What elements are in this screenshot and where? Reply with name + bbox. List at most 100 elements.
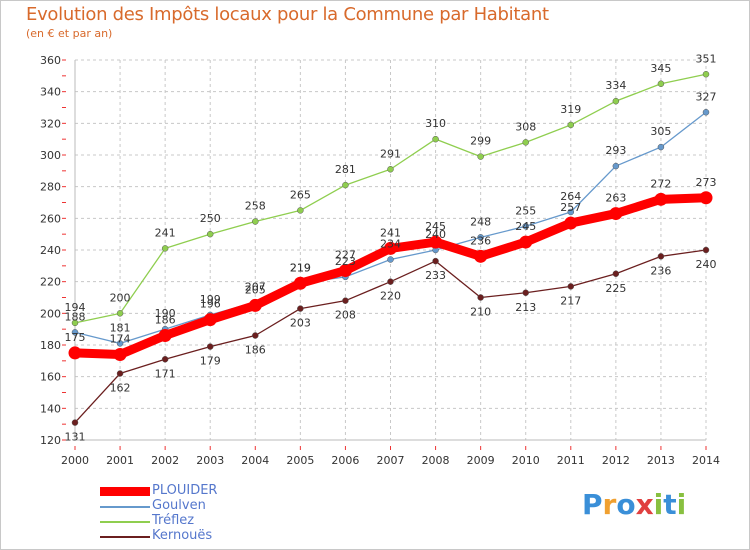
legend-swatch [100, 535, 150, 538]
data-point [612, 162, 620, 170]
data-label: 241 [380, 226, 401, 239]
data-point [432, 257, 439, 265]
chart-subtitle: (en € et par an) [26, 27, 113, 40]
data-point [609, 207, 623, 221]
data-label: 319 [560, 103, 581, 116]
data-point [161, 245, 169, 252]
data-point [477, 153, 484, 160]
data-label: 181 [110, 321, 131, 334]
brand-letter: t [663, 488, 677, 521]
legend-label: Tréflez [152, 513, 195, 528]
data-point [564, 216, 578, 230]
y-tick-label: 160 [40, 371, 61, 384]
legend-label: PLOUIDER [152, 483, 218, 498]
data-label: 281 [335, 163, 356, 176]
data-label: 299 [470, 135, 491, 148]
data-label: 213 [515, 301, 536, 314]
data-label: 220 [380, 290, 401, 303]
x-tick-label: 2000 [61, 454, 89, 467]
data-label: 245 [425, 220, 446, 233]
data-point [432, 135, 439, 143]
data-point [474, 249, 488, 263]
data-label: 250 [200, 212, 221, 225]
data-label: 171 [155, 367, 176, 380]
y-tick-label: 320 [40, 117, 61, 130]
data-point [522, 289, 529, 296]
data-point [567, 121, 575, 129]
y-tick-label: 240 [40, 244, 61, 257]
data-point [252, 218, 259, 225]
y-tick-label: 280 [40, 181, 61, 194]
y-tick-label: 340 [40, 86, 61, 99]
data-point [71, 329, 79, 336]
data-point [342, 181, 349, 189]
data-point [116, 370, 124, 377]
data-point [657, 253, 665, 260]
brand-letter: i [653, 488, 664, 521]
data-point [68, 346, 82, 360]
x-tick-label: 2009 [467, 454, 495, 467]
data-label: 273 [696, 176, 717, 189]
data-point [477, 234, 484, 241]
data-point [161, 356, 169, 363]
data-point [699, 191, 713, 205]
x-tick-label: 2010 [512, 454, 540, 467]
data-label: 236 [470, 234, 491, 247]
data-point [71, 319, 79, 327]
y-tick-label: 220 [40, 276, 61, 289]
data-point [248, 298, 262, 312]
data-label: 351 [696, 52, 717, 65]
y-tick-label: 360 [40, 54, 61, 67]
data-label: 310 [425, 117, 446, 130]
chart-title: Evolution des Impôts locaux pour la Comm… [26, 4, 549, 25]
data-label: 219 [290, 261, 311, 274]
data-label: 219 [290, 261, 311, 274]
data-point [206, 343, 214, 350]
data-point [206, 230, 214, 238]
x-tick-label: 2007 [377, 454, 405, 467]
data-label: 236 [650, 264, 671, 277]
brand-letter: o [616, 488, 636, 521]
data-label: 345 [650, 62, 671, 75]
data-label: 207 [245, 280, 266, 293]
data-label: 208 [335, 309, 356, 322]
legend-swatch [100, 505, 150, 508]
data-point [387, 278, 394, 285]
data-point [252, 332, 259, 339]
data-label: 240 [425, 228, 446, 241]
legend-swatch [100, 520, 150, 523]
data-label: 225 [605, 282, 626, 295]
data-point [158, 329, 172, 342]
x-tick-label: 2003 [196, 454, 224, 467]
data-label: 308 [515, 120, 536, 133]
series [68, 71, 713, 426]
data-label: 186 [155, 314, 176, 327]
data-point [477, 294, 484, 301]
data-label: 203 [290, 317, 311, 330]
data-label: 257 [560, 201, 581, 214]
data-label: 327 [696, 90, 717, 103]
data-label: 190 [155, 307, 176, 320]
legend-swatch [100, 487, 150, 496]
data-label: 179 [200, 355, 221, 368]
data-label: 272 [650, 177, 671, 190]
data-label: 196 [200, 298, 221, 311]
x-tick-label: 2005 [286, 454, 314, 467]
data-label: 210 [470, 306, 491, 319]
y-tick-label: 200 [40, 307, 61, 320]
brand-logo: Proxiti [582, 488, 686, 521]
brand-letter: P [582, 488, 603, 521]
data-label: 293 [605, 144, 626, 157]
data-label: 194 [65, 301, 86, 314]
data-point [702, 246, 710, 254]
data-label: 199 [200, 293, 221, 306]
y-tick-label: 180 [40, 339, 61, 352]
data-label: 174 [110, 333, 131, 346]
data-labels: 175 174 186 196 205 219 227 241 245 236 245 257 263 2… [65, 52, 717, 443]
y-tick-label: 140 [40, 402, 61, 415]
x-tick-label: 2008 [422, 454, 450, 467]
data-label: 234 [380, 238, 401, 251]
data-point [387, 166, 394, 173]
y-tick-label: 300 [40, 149, 61, 162]
